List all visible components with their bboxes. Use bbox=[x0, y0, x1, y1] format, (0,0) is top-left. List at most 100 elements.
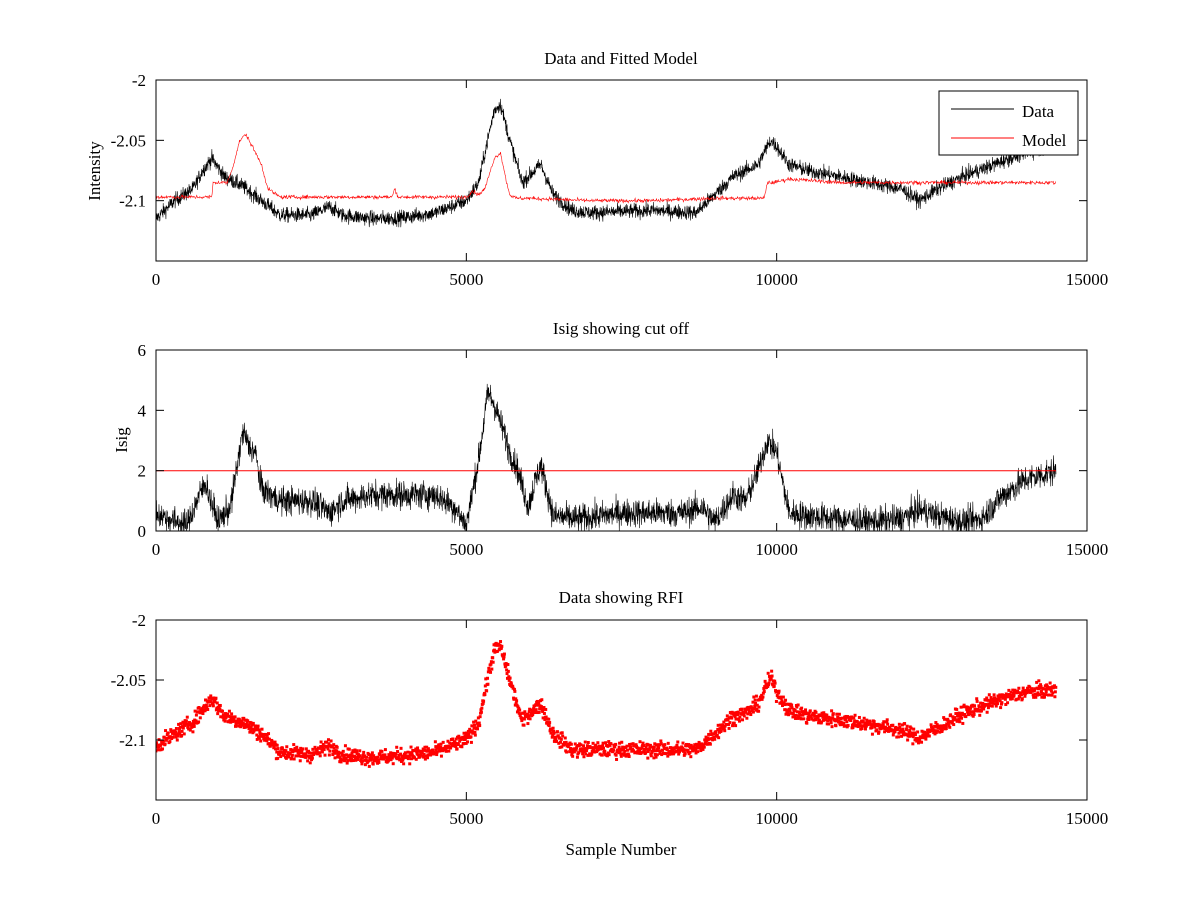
data-point bbox=[502, 657, 506, 661]
data-point bbox=[475, 721, 479, 725]
data-point bbox=[909, 726, 913, 730]
data-point bbox=[1038, 693, 1042, 697]
data-point bbox=[987, 702, 991, 706]
data-point bbox=[164, 729, 168, 733]
data-point bbox=[522, 717, 526, 721]
data-point bbox=[1001, 696, 1005, 700]
data-point bbox=[958, 720, 962, 724]
data-point bbox=[785, 702, 789, 706]
data-point bbox=[660, 753, 664, 757]
data-point bbox=[589, 746, 593, 750]
x-tick-label: 5000 bbox=[449, 270, 483, 289]
data-point bbox=[224, 716, 228, 720]
data-point bbox=[894, 725, 898, 729]
data-point bbox=[945, 722, 949, 726]
data-point bbox=[760, 697, 764, 701]
data-point bbox=[531, 711, 535, 715]
data-point bbox=[684, 748, 688, 752]
data-point bbox=[327, 742, 331, 746]
x-tick-label: 10000 bbox=[755, 270, 798, 289]
data-point bbox=[568, 747, 572, 751]
data-point bbox=[896, 726, 900, 730]
data-point bbox=[971, 703, 975, 707]
data-point bbox=[663, 743, 667, 747]
data-point bbox=[1042, 692, 1046, 696]
data-point bbox=[798, 712, 802, 716]
data-point bbox=[619, 754, 623, 758]
data-point bbox=[608, 743, 612, 747]
data-point bbox=[454, 737, 458, 741]
data-point bbox=[303, 752, 307, 756]
data-point bbox=[731, 711, 735, 715]
data-point bbox=[310, 754, 314, 758]
data-point bbox=[491, 660, 495, 664]
data-point bbox=[836, 716, 840, 720]
data-point bbox=[490, 667, 494, 671]
data-point bbox=[791, 715, 795, 719]
data-point bbox=[161, 747, 165, 751]
data-point bbox=[239, 725, 243, 729]
data-point bbox=[796, 703, 800, 707]
data-point bbox=[522, 711, 526, 715]
data-point bbox=[1006, 701, 1010, 705]
data-point bbox=[787, 713, 791, 717]
data-point bbox=[966, 713, 970, 717]
data-point bbox=[858, 721, 862, 725]
data-point bbox=[273, 747, 277, 751]
data-point bbox=[361, 759, 365, 763]
data-point bbox=[276, 747, 280, 751]
data-point bbox=[395, 745, 399, 749]
data-point bbox=[664, 752, 668, 756]
data-point bbox=[502, 655, 506, 659]
data-point bbox=[612, 743, 616, 747]
data-point bbox=[326, 738, 330, 742]
data-point bbox=[738, 715, 742, 719]
data-point bbox=[844, 714, 848, 718]
data-point bbox=[344, 756, 348, 760]
data-point bbox=[784, 698, 788, 702]
data-point bbox=[386, 758, 390, 762]
data-point bbox=[693, 746, 697, 750]
data-point bbox=[505, 676, 509, 680]
data-point bbox=[516, 705, 520, 709]
data-point bbox=[904, 733, 908, 737]
data-point bbox=[863, 727, 867, 731]
plot-area bbox=[156, 383, 1057, 531]
data-point bbox=[389, 758, 393, 762]
data-point bbox=[534, 708, 538, 712]
data-point bbox=[721, 723, 725, 727]
data-point bbox=[211, 702, 215, 706]
data-point bbox=[382, 757, 386, 761]
data-point bbox=[540, 698, 544, 702]
data-point bbox=[424, 754, 428, 758]
data-point bbox=[744, 710, 748, 714]
data-point bbox=[681, 749, 685, 753]
data-point bbox=[552, 739, 556, 743]
data-point bbox=[891, 723, 895, 727]
data-point bbox=[360, 762, 364, 766]
data-point bbox=[569, 742, 573, 746]
data-point bbox=[451, 737, 455, 741]
data-point bbox=[952, 723, 956, 727]
x-tick-label: 0 bbox=[152, 809, 161, 828]
data-point bbox=[323, 753, 327, 757]
data-point bbox=[682, 748, 686, 752]
data-point bbox=[560, 731, 564, 735]
data-point bbox=[934, 731, 938, 735]
data-point bbox=[900, 730, 904, 734]
data-point bbox=[796, 716, 800, 720]
data-point bbox=[940, 728, 944, 732]
data-point bbox=[688, 750, 692, 754]
data-point bbox=[297, 751, 301, 755]
data-point bbox=[879, 727, 883, 731]
data-point bbox=[766, 684, 770, 688]
data-point bbox=[543, 717, 547, 721]
data-point bbox=[989, 701, 993, 705]
data-point bbox=[703, 742, 707, 746]
data-point bbox=[757, 709, 761, 713]
data-point bbox=[238, 723, 242, 727]
data-point bbox=[801, 713, 805, 717]
data-point bbox=[780, 699, 784, 703]
data-point bbox=[553, 735, 557, 739]
data-point bbox=[954, 712, 958, 716]
